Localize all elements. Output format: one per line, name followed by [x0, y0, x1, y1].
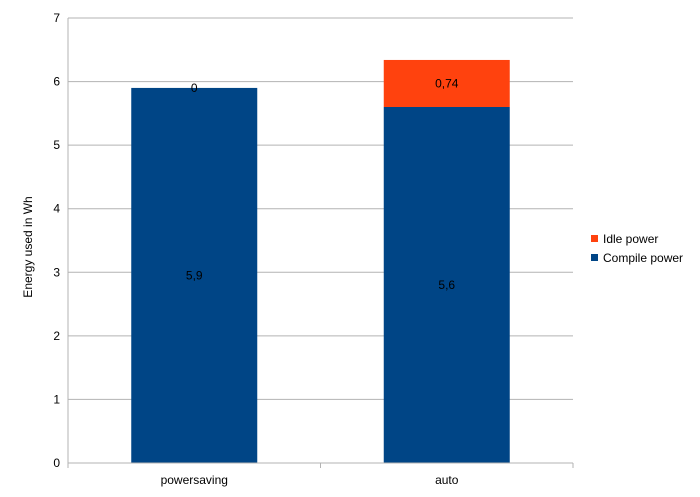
y-tick-label: 7 — [53, 11, 60, 25]
data-label: 0 — [191, 81, 198, 95]
x-tick-label: auto — [435, 473, 459, 487]
data-labels: 5,9 0 5,6 0,74 — [186, 76, 459, 292]
data-label: 5,9 — [186, 268, 203, 282]
y-tick-label: 3 — [53, 265, 60, 279]
y-axis-title: Energy used in Wh — [21, 196, 35, 297]
x-tick-label: powersaving — [161, 473, 228, 487]
legend-label: Compile power — [603, 251, 683, 265]
x-tick-labels: powersaving auto — [161, 473, 459, 487]
data-label: 0,74 — [435, 76, 459, 90]
y-tick-labels: 0 1 2 3 4 5 6 7 — [53, 11, 60, 470]
data-label: 5,6 — [438, 278, 455, 292]
bar-compile-power — [383, 107, 510, 463]
y-tick-label: 2 — [53, 329, 60, 343]
axes — [67, 18, 574, 468]
y-tick-label: 0 — [53, 456, 60, 470]
y-tick-label: 6 — [53, 75, 60, 89]
legend-swatch — [591, 235, 598, 242]
y-tick-label: 4 — [53, 202, 60, 216]
legend: Idle power Compile power — [591, 232, 683, 265]
bar-compile-power — [131, 87, 258, 463]
bars — [131, 59, 510, 463]
y-tick-label: 5 — [53, 138, 60, 152]
legend-label: Idle power — [603, 232, 658, 246]
y-tick-label: 1 — [53, 392, 60, 406]
legend-swatch — [591, 254, 598, 261]
bar-idle-power — [383, 59, 510, 107]
